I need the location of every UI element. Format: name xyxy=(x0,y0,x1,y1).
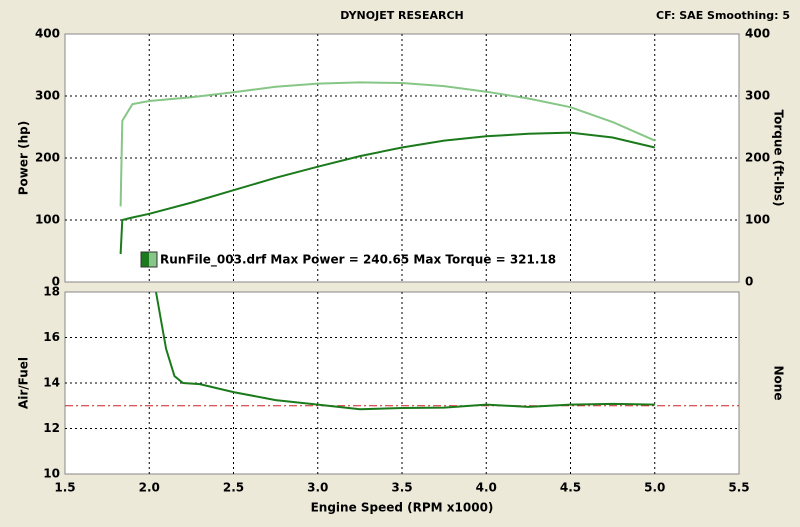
series-line xyxy=(119,81,656,207)
legend-swatch xyxy=(141,252,149,267)
y-tick-label: 14 xyxy=(43,376,60,390)
series-line xyxy=(119,131,656,255)
y-axis-label: Air/Fuel xyxy=(17,357,31,409)
x-tick-label: 4.5 xyxy=(560,481,581,495)
x-tick-label: 4.0 xyxy=(476,481,497,495)
series-line xyxy=(155,291,655,411)
y-axis-label: Power (hp) xyxy=(17,121,31,195)
y2-tick-label: 100 xyxy=(745,213,770,227)
y-tick-label: 18 xyxy=(43,285,60,299)
legend-text: RunFile_003.drf Max Power = 240.65 Max T… xyxy=(160,253,556,268)
y2-axis-label: None xyxy=(772,366,786,401)
y-tick-label: 0 xyxy=(52,275,60,289)
x-tick-label: 5.0 xyxy=(644,481,665,495)
y2-tick-label: 200 xyxy=(745,151,770,165)
y2-tick-label: 0 xyxy=(745,275,753,289)
x-tick-label: 3.0 xyxy=(307,481,328,495)
header-settings: CF: SAE Smoothing: 5 xyxy=(656,9,790,22)
y-tick-label: 12 xyxy=(43,421,60,435)
y2-tick-label: 400 xyxy=(745,27,770,41)
legend-swatch-border xyxy=(140,251,158,268)
y-tick-label: 16 xyxy=(43,330,60,344)
x-tick-label: 1.5 xyxy=(54,481,75,495)
header-title: DYNOJET RESEARCH xyxy=(340,9,463,22)
x-axis-label: Engine Speed (RPM x1000) xyxy=(311,501,494,515)
y-tick-label: 10 xyxy=(43,467,60,481)
x-tick-label: 5.5 xyxy=(728,481,749,495)
y-tick-label: 300 xyxy=(35,89,60,103)
y2-axis-label: Torque (ft-lbs) xyxy=(772,110,786,207)
x-tick-label: 3.5 xyxy=(391,481,412,495)
x-tick-label: 2.5 xyxy=(223,481,244,495)
y-tick-label: 100 xyxy=(35,213,60,227)
y-tick-label: 400 xyxy=(35,27,60,41)
y2-tick-label: 300 xyxy=(745,89,770,103)
x-tick-label: 2.0 xyxy=(139,481,160,495)
legend-swatch xyxy=(149,252,157,267)
y-tick-label: 200 xyxy=(35,151,60,165)
